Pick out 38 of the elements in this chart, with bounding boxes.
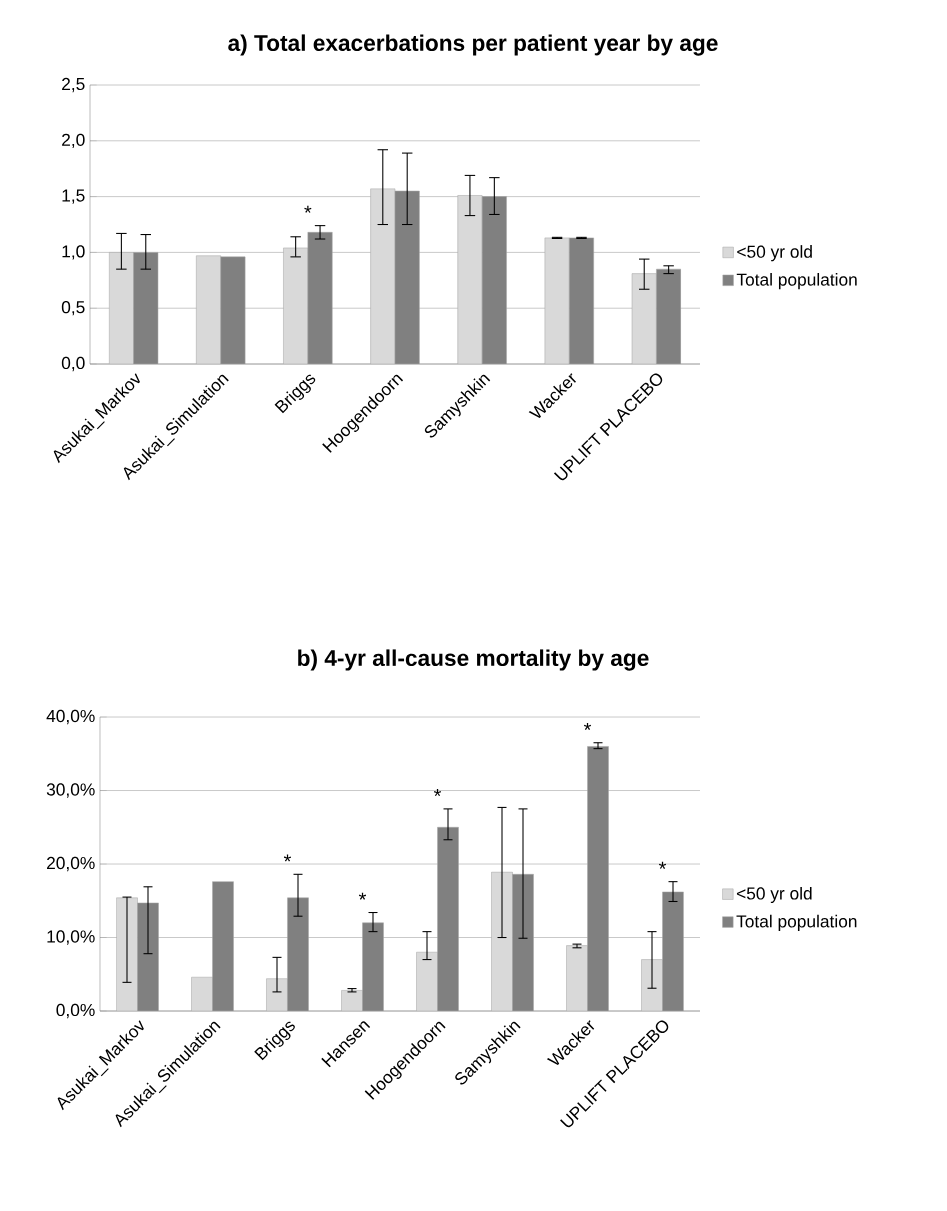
legend-label: Total population <box>736 914 857 931</box>
bar <box>370 188 396 365</box>
bar <box>566 945 588 1012</box>
bar <box>108 252 134 365</box>
bar <box>641 959 663 1012</box>
bar <box>266 978 288 1012</box>
y-tick-label: 0,0 <box>61 356 85 372</box>
y-tick-label: 0,5 <box>61 301 85 316</box>
bar <box>191 976 213 1012</box>
legend-label: <50 yr old <box>737 245 812 262</box>
chart-title: b) 4-yr all-cause mortality by age <box>298 649 649 671</box>
bar <box>544 237 570 365</box>
bar <box>116 897 138 1012</box>
bar <box>457 195 483 365</box>
annotation: * <box>583 722 592 730</box>
bar <box>491 871 513 1012</box>
legend-label: Total population <box>736 273 857 290</box>
y-tick-label: 0,0% <box>56 1003 95 1019</box>
annotation: * <box>283 854 292 862</box>
y-tick-label: 1,0 <box>62 245 85 260</box>
bar <box>416 951 438 1012</box>
annotation: * <box>358 892 367 900</box>
legend-label: <50 yr old <box>736 886 812 904</box>
y-tick-label: 30,0% <box>46 783 95 798</box>
annotation: * <box>658 861 667 869</box>
bar <box>631 273 657 365</box>
bar <box>283 247 309 365</box>
bar <box>196 255 221 365</box>
y-tick-label: 20,0% <box>47 856 95 872</box>
annotation: * <box>433 789 442 797</box>
bar <box>341 990 363 1012</box>
y-tick-label: 2,5 <box>62 77 85 93</box>
y-tick-label: 40,0% <box>46 709 95 725</box>
chart-title: a) Total exacerbations per patient year by age <box>228 34 718 56</box>
annotation: * <box>304 205 312 213</box>
y-tick-label: 2,0 <box>62 133 85 148</box>
y-tick-label: 10,0% <box>47 930 95 945</box>
y-tick-label: 1,5 <box>62 189 85 204</box>
